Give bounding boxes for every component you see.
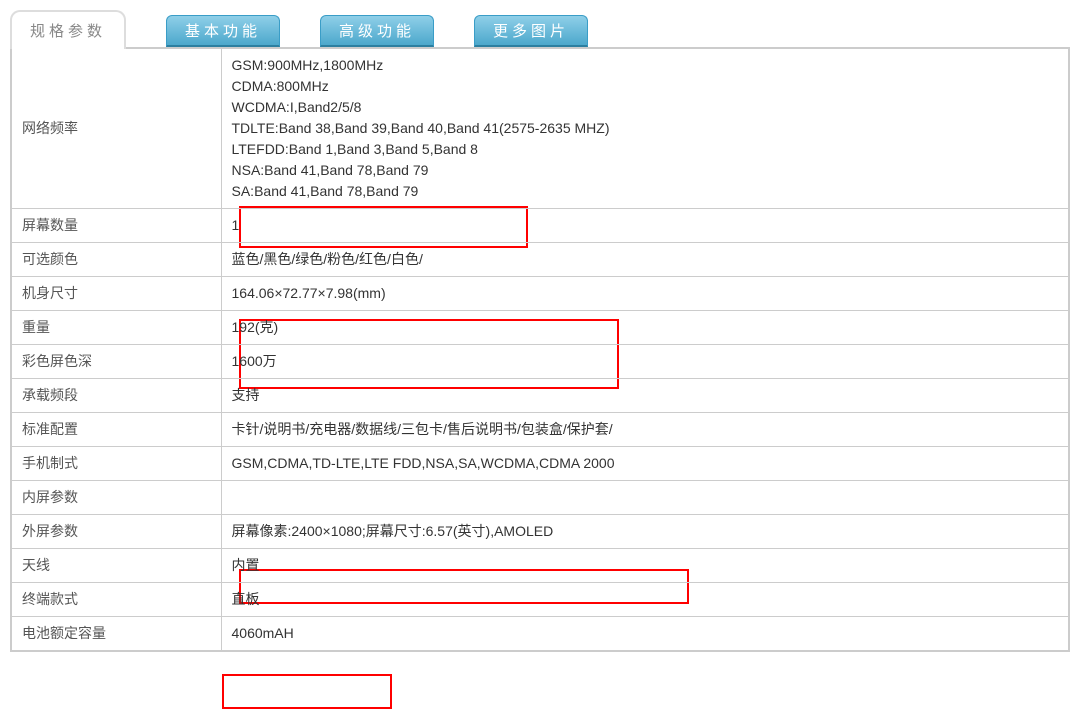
spec-value: 192(克) xyxy=(221,311,1069,345)
spec-label: 天线 xyxy=(11,549,221,583)
tab-advanced-features[interactable]: 高级功能 xyxy=(320,15,434,47)
highlight-box xyxy=(222,674,392,709)
spec-value xyxy=(221,481,1069,515)
spec-value: 卡针/说明书/充电器/数据线/三包卡/售后说明书/包装盒/保护套/ xyxy=(221,413,1069,447)
table-row: 内屏参数 xyxy=(11,481,1069,515)
spec-label: 内屏参数 xyxy=(11,481,221,515)
spec-value: GSM:900MHz,1800MHzCDMA:800MHzWCDMA:I,Ban… xyxy=(221,48,1069,209)
tab-basic-features[interactable]: 基本功能 xyxy=(166,15,280,47)
spec-label: 网络频率 xyxy=(11,48,221,209)
spec-value: GSM,CDMA,TD-LTE,LTE FDD,NSA,SA,WCDMA,CDM… xyxy=(221,447,1069,481)
table-row: 承载频段支持 xyxy=(11,379,1069,413)
spec-value: 支持 xyxy=(221,379,1069,413)
spec-value: 4060mAH xyxy=(221,617,1069,652)
spec-value: 内置 xyxy=(221,549,1069,583)
table-row: 机身尺寸164.06×72.77×7.98(mm) xyxy=(11,277,1069,311)
table-row: 网络频率GSM:900MHz,1800MHzCDMA:800MHzWCDMA:I… xyxy=(11,48,1069,209)
table-row: 可选颜色蓝色/黑色/绿色/粉色/红色/白色/ xyxy=(11,243,1069,277)
page-wrapper: 规格参数 基本功能 高级功能 更多图片 网络频率GSM:900MHz,1800M… xyxy=(10,10,1070,652)
spec-label: 电池额定容量 xyxy=(11,617,221,652)
spec-value: 直板 xyxy=(221,583,1069,617)
spec-value: 1600万 xyxy=(221,345,1069,379)
spec-label: 机身尺寸 xyxy=(11,277,221,311)
table-row: 手机制式GSM,CDMA,TD-LTE,LTE FDD,NSA,SA,WCDMA… xyxy=(11,447,1069,481)
table-row: 终端款式直板 xyxy=(11,583,1069,617)
tab-bar: 规格参数 基本功能 高级功能 更多图片 xyxy=(10,10,1070,49)
spec-value: 1 xyxy=(221,209,1069,243)
spec-label: 标准配置 xyxy=(11,413,221,447)
spec-label: 重量 xyxy=(11,311,221,345)
table-row: 外屏参数屏幕像素:2400×1080;屏幕尺寸:6.57(英寸),AMOLED xyxy=(11,515,1069,549)
spec-label: 承载频段 xyxy=(11,379,221,413)
table-row: 标准配置卡针/说明书/充电器/数据线/三包卡/售后说明书/包装盒/保护套/ xyxy=(11,413,1069,447)
spec-label: 屏幕数量 xyxy=(11,209,221,243)
spec-label: 手机制式 xyxy=(11,447,221,481)
spec-table: 网络频率GSM:900MHz,1800MHzCDMA:800MHzWCDMA:I… xyxy=(10,47,1070,652)
spec-label: 外屏参数 xyxy=(11,515,221,549)
tab-active-specs[interactable]: 规格参数 xyxy=(10,10,126,49)
table-row: 重量192(克) xyxy=(11,311,1069,345)
table-row: 天线内置 xyxy=(11,549,1069,583)
spec-label: 可选颜色 xyxy=(11,243,221,277)
spec-value: 164.06×72.77×7.98(mm) xyxy=(221,277,1069,311)
spec-label: 彩色屏色深 xyxy=(11,345,221,379)
table-row: 屏幕数量1 xyxy=(11,209,1069,243)
table-row: 电池额定容量4060mAH xyxy=(11,617,1069,652)
spec-value: 蓝色/黑色/绿色/粉色/红色/白色/ xyxy=(221,243,1069,277)
tab-more-images[interactable]: 更多图片 xyxy=(474,15,588,47)
table-row: 彩色屏色深1600万 xyxy=(11,345,1069,379)
spec-value: 屏幕像素:2400×1080;屏幕尺寸:6.57(英寸),AMOLED xyxy=(221,515,1069,549)
spec-label: 终端款式 xyxy=(11,583,221,617)
